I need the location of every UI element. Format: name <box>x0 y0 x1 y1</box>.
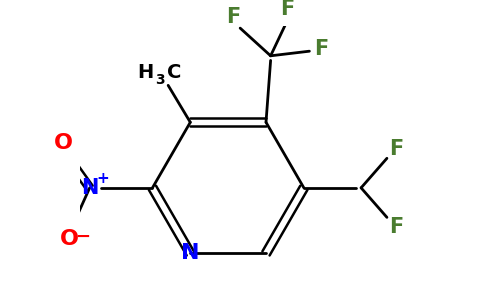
Text: F: F <box>280 0 294 19</box>
Text: F: F <box>389 217 403 237</box>
Text: −: − <box>75 228 90 246</box>
Text: +: + <box>96 171 109 186</box>
Text: N: N <box>181 243 199 263</box>
Text: F: F <box>389 139 403 159</box>
Text: 3: 3 <box>155 73 165 87</box>
Text: F: F <box>314 39 329 59</box>
Text: N: N <box>81 178 98 198</box>
Text: H: H <box>137 63 153 82</box>
Text: O: O <box>60 229 79 249</box>
Text: F: F <box>226 7 240 27</box>
Text: C: C <box>167 63 182 82</box>
Text: O: O <box>53 133 73 153</box>
